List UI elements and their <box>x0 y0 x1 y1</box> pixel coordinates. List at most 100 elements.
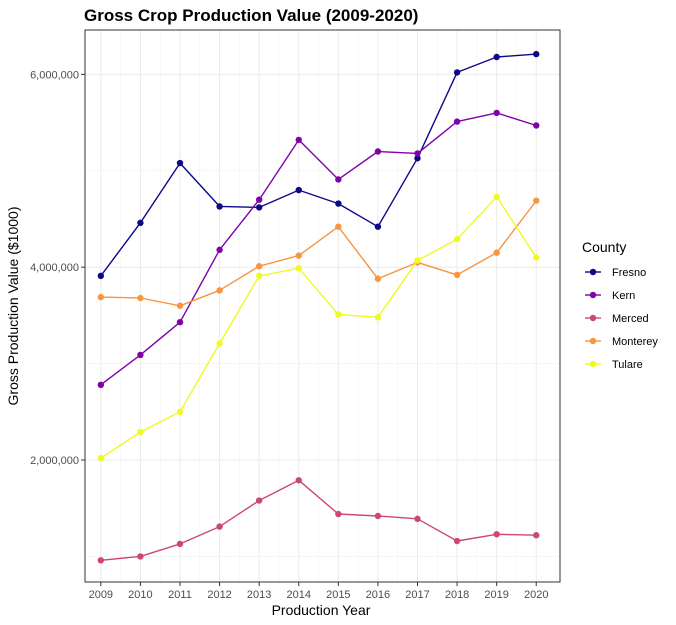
data-point-merced <box>374 512 382 520</box>
y-axis-title: Gross Production Value ($1000) <box>5 207 21 406</box>
data-point-monterey <box>374 275 382 282</box>
data-point-kern <box>453 118 461 125</box>
data-point-fresno <box>137 219 144 227</box>
data-point-tulare <box>374 314 382 321</box>
data-point-fresno <box>295 186 302 194</box>
data-point-tulare <box>453 236 461 243</box>
legend-title: County <box>582 239 626 255</box>
data-point-kern <box>295 136 302 144</box>
y-axis-ticks: 2,000,000 4,000,000 6,000,000 <box>30 69 85 467</box>
data-point-tulare <box>295 264 302 272</box>
data-point-merced <box>97 557 105 564</box>
x-tick-label: 2018 <box>445 589 469 601</box>
x-tick-label: 2020 <box>524 589 548 601</box>
data-point-monterey <box>216 287 223 294</box>
data-point-monterey <box>137 294 144 302</box>
data-point-monterey <box>335 223 342 230</box>
y-tick-label: 2,000,000 <box>30 455 79 467</box>
data-point-tulare <box>216 340 223 347</box>
series-line-kern <box>100 112 537 386</box>
data-point-monterey <box>533 197 540 204</box>
data-point-merced <box>295 477 302 484</box>
legend-key-point-tulare <box>589 360 597 368</box>
data-point-monterey <box>255 263 263 270</box>
data-point-tulare <box>255 272 263 280</box>
minor-gridlines <box>85 30 560 582</box>
data-point-tulare <box>335 311 342 318</box>
data-point-kern <box>533 122 540 129</box>
data-point-monterey <box>453 271 461 279</box>
x-tick-label: 2009 <box>89 589 113 601</box>
data-point-fresno <box>335 200 342 207</box>
data-point-tulare <box>137 428 144 436</box>
legend-item-merced: Merced <box>585 313 649 325</box>
data-point-kern <box>255 196 263 203</box>
data-point-merced <box>255 497 263 504</box>
legend-item-monterey: Monterey <box>585 336 658 348</box>
data-point-merced <box>533 532 540 539</box>
y-tick-label: 4,000,000 <box>30 262 79 274</box>
series-line-tulare <box>100 196 537 459</box>
data-point-monterey <box>176 302 184 309</box>
data-point-fresno <box>176 159 184 167</box>
data-point-kern <box>374 148 382 155</box>
series-line-fresno <box>100 53 537 277</box>
legend-label-tulare: Tulare <box>612 359 643 371</box>
legend-item-fresno: Fresno <box>585 267 646 279</box>
data-point-kern <box>335 176 342 183</box>
legend-item-tulare: Tulare <box>585 359 643 371</box>
data-point-tulare <box>533 254 540 261</box>
data-point-kern <box>176 318 184 326</box>
x-tick-label: 2012 <box>207 589 231 601</box>
legend-label-monterey: Monterey <box>612 336 658 348</box>
x-tick-label: 2010 <box>128 589 152 601</box>
series-layer <box>97 50 540 564</box>
legend-key-point-fresno <box>589 268 597 276</box>
legend-label-fresno: Fresno <box>612 267 646 279</box>
chart-title: Gross Crop Production Value (2009-2020) <box>84 6 418 25</box>
data-point-tulare <box>414 257 421 264</box>
data-point-merced <box>216 523 223 530</box>
data-point-tulare <box>493 193 500 201</box>
legend-key-point-merced <box>589 314 597 322</box>
data-point-merced <box>176 540 184 548</box>
x-tick-label: 2015 <box>326 589 350 601</box>
x-tick-label: 2016 <box>366 589 390 601</box>
major-gridlines <box>85 30 560 582</box>
plot-panel-border <box>84 29 561 583</box>
data-point-fresno <box>453 69 461 76</box>
x-tick-label: 2019 <box>484 589 508 601</box>
y-tick-label: 6,000,000 <box>30 69 79 81</box>
legend-items: Fresno Kern Merced Monterey Tulare <box>585 267 658 371</box>
legend-key-point-monterey <box>589 337 597 345</box>
legend-label-kern: Kern <box>612 290 635 302</box>
data-point-monterey <box>493 249 500 256</box>
x-tick-label: 2011 <box>168 589 192 601</box>
data-point-fresno <box>533 50 540 58</box>
data-point-merced <box>453 537 461 545</box>
data-point-merced <box>137 553 144 560</box>
data-point-kern <box>414 150 421 157</box>
data-point-fresno <box>216 203 223 210</box>
data-point-kern <box>137 351 144 359</box>
data-point-merced <box>335 510 342 518</box>
data-point-fresno <box>414 155 421 162</box>
data-point-kern <box>97 381 105 389</box>
series-line-monterey <box>100 200 537 307</box>
data-point-merced <box>493 531 500 538</box>
data-point-monterey <box>97 293 105 301</box>
data-point-fresno <box>255 204 263 211</box>
data-point-fresno <box>493 53 500 61</box>
data-point-kern <box>216 246 223 254</box>
data-point-kern <box>493 109 500 117</box>
data-point-fresno <box>97 272 105 280</box>
x-axis-title: Production Year <box>272 602 371 618</box>
legend-item-kern: Kern <box>585 290 635 302</box>
legend-label-merced: Merced <box>612 313 649 325</box>
series-line-merced <box>100 479 537 561</box>
x-axis-ticks: 2009 2010 2011 2012 2013 2014 2015 2016 2017 2018… <box>89 582 548 601</box>
x-tick-label: 2014 <box>287 589 311 601</box>
legend-key-point-kern <box>589 291 597 299</box>
legend: County Fresno Kern Merced Monterey Tulare <box>582 239 658 371</box>
